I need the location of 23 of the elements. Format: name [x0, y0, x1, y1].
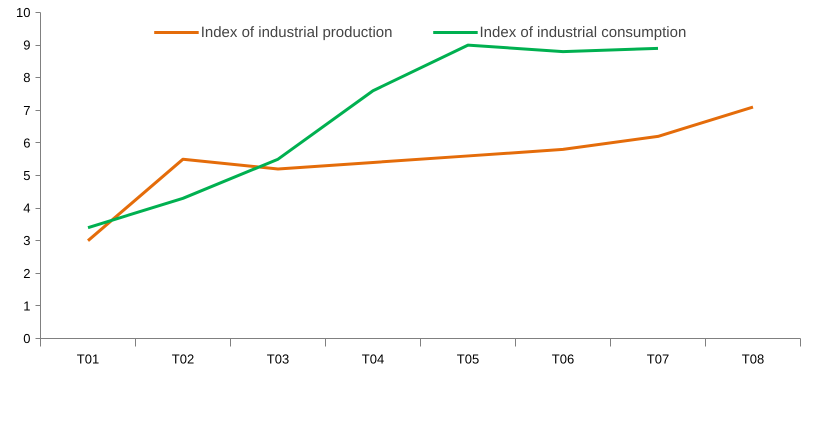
line-series [86, 44, 660, 230]
x-tick-label: T06 [552, 352, 574, 366]
y-tick-label: 8 [23, 70, 31, 86]
x-tick-label: T07 [646, 352, 670, 366]
x-tick-label: T02 [172, 352, 194, 366]
x-tick-label: T04 [362, 352, 384, 366]
legend-label: Index of industrial production [200, 24, 392, 40]
y-tick-label: 7 [23, 102, 31, 118]
y-tick-label: 0 [23, 331, 31, 346]
y-tick-label: 9 [23, 38, 31, 53]
x-tick-label: T05 [456, 352, 480, 366]
y-tick-label: 2 [23, 266, 31, 281]
y-tick-label: 5 [23, 168, 31, 183]
x-tick-label: T08 [742, 352, 764, 366]
y-tick-label: 1 [23, 298, 31, 314]
y-tick-label: 4 [23, 200, 31, 216]
line-series [86, 106, 754, 242]
x-tick-label: T01 [76, 352, 100, 366]
y-tick-label: 6 [23, 135, 31, 150]
y-tick-label: 3 [23, 233, 31, 248]
x-tick-label: T03 [266, 352, 290, 366]
y-tick-label: 10 [16, 5, 31, 20]
legend-label: Index of industrial consumption [480, 24, 686, 40]
